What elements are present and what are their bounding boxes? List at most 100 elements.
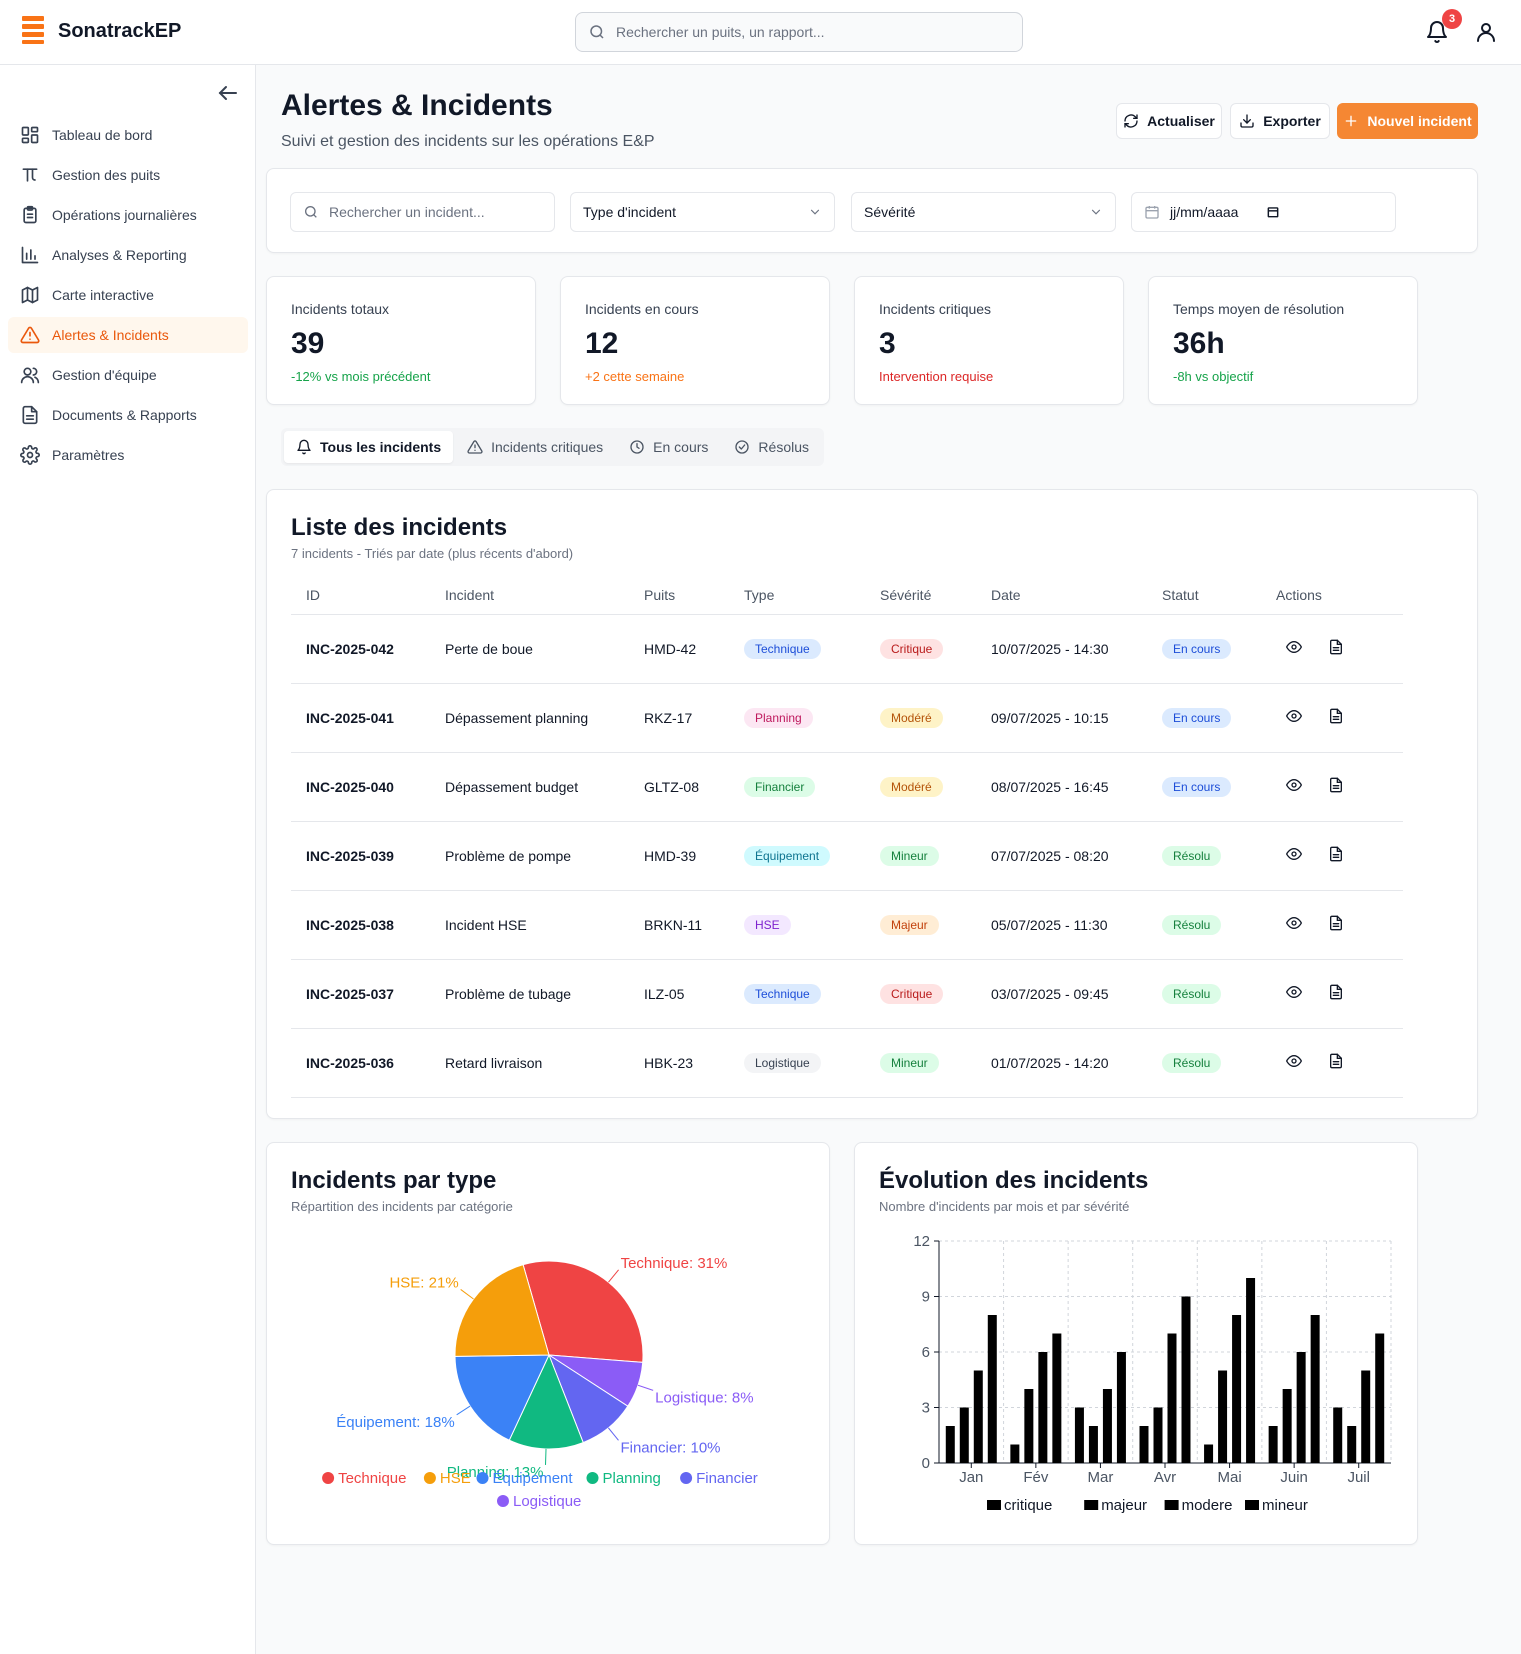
view-eye-icon[interactable] bbox=[1286, 639, 1302, 655]
legend-label: Équipement bbox=[493, 1470, 574, 1487]
report-file-icon[interactable] bbox=[1328, 777, 1344, 793]
refresh-button[interactable]: Actualiser bbox=[1116, 103, 1222, 139]
bar-mineur[interactable] bbox=[1310, 1315, 1320, 1463]
bar-majeur[interactable] bbox=[959, 1407, 969, 1464]
bar-mineur[interactable] bbox=[987, 1315, 997, 1463]
bar-modere[interactable] bbox=[1167, 1333, 1177, 1464]
legend-swatch bbox=[586, 1472, 599, 1484]
report-file-icon[interactable] bbox=[1328, 984, 1344, 1000]
sidebar-item-2[interactable]: Opérations journalières bbox=[8, 197, 248, 233]
bar-modere[interactable] bbox=[1296, 1352, 1306, 1463]
bar-majeur[interactable] bbox=[1218, 1370, 1228, 1464]
calendar-picker-icon[interactable] bbox=[1266, 205, 1280, 219]
bar-modere[interactable] bbox=[1361, 1370, 1371, 1464]
tab-0[interactable]: Tous les incidents bbox=[284, 431, 454, 463]
brand[interactable]: SonatrackEP bbox=[22, 14, 181, 48]
report-file-icon[interactable] bbox=[1328, 639, 1344, 655]
bar-mineur[interactable] bbox=[1375, 1333, 1385, 1464]
column-header[interactable]: Actions bbox=[1261, 576, 1403, 615]
column-header[interactable]: Puits bbox=[629, 576, 729, 615]
view-eye-icon[interactable] bbox=[1286, 846, 1302, 862]
kpi-card: Incidents totaux 39 -12% vs mois précédent bbox=[266, 276, 536, 405]
bar-mineur[interactable] bbox=[1052, 1333, 1062, 1464]
date-field[interactable]: jj/mm/aaaa bbox=[1131, 192, 1396, 232]
global-search-input[interactable] bbox=[616, 24, 996, 40]
incidents-table: ID Incident Puits Type Sévérité Date Statut Act… bbox=[291, 576, 1403, 1098]
bar-majeur[interactable] bbox=[1088, 1426, 1098, 1463]
bar-critique[interactable] bbox=[1333, 1407, 1343, 1464]
severity-select[interactable]: Sévérité bbox=[851, 192, 1116, 232]
view-eye-icon[interactable] bbox=[1286, 1053, 1302, 1069]
sidebar-item-7[interactable]: Documents & Rapports bbox=[8, 397, 248, 433]
view-eye-icon[interactable] bbox=[1286, 777, 1302, 793]
sidebar-item-3[interactable]: Analyses & Reporting bbox=[8, 237, 248, 273]
report-file-icon[interactable] bbox=[1328, 708, 1344, 724]
bar-mineur[interactable] bbox=[1181, 1296, 1191, 1464]
bar-critique[interactable] bbox=[1074, 1407, 1084, 1464]
kpi-card: Temps moyen de résolution 36h -8h vs objec… bbox=[1148, 276, 1418, 405]
pie-slice-Planning[interactable] bbox=[508, 1353, 584, 1450]
bar-majeur[interactable] bbox=[1282, 1389, 1292, 1463]
pie-slice-Technique[interactable] bbox=[522, 1260, 644, 1363]
report-file-icon[interactable] bbox=[1328, 846, 1344, 862]
bar-modere[interactable] bbox=[1038, 1352, 1048, 1463]
pie-slice-label: HSE: 21% bbox=[389, 1274, 458, 1291]
column-header[interactable]: Date bbox=[976, 576, 1147, 615]
bar-critique[interactable] bbox=[1204, 1444, 1214, 1464]
dashboard-icon bbox=[21, 126, 39, 144]
tab-3[interactable]: Résolus bbox=[722, 431, 821, 463]
bar-mineur[interactable] bbox=[1116, 1352, 1126, 1463]
y-tick-label: 0 bbox=[922, 1455, 930, 1472]
sidebar-item-1[interactable]: Gestion des puits bbox=[8, 157, 248, 193]
sidebar-item-5[interactable]: Alertes & Incidents bbox=[8, 317, 248, 353]
bar-majeur[interactable] bbox=[1347, 1426, 1357, 1463]
report-file-icon[interactable] bbox=[1328, 915, 1344, 931]
bar-critique[interactable] bbox=[1268, 1426, 1278, 1463]
collapse-sidebar-icon[interactable] bbox=[216, 81, 240, 105]
kpi-value: 3 bbox=[879, 327, 896, 360]
table-row[interactable]: INC-2025-040 Dépassement budget GLTZ-08 Fin… bbox=[291, 752, 1403, 822]
user-icon[interactable] bbox=[1474, 20, 1498, 44]
global-search[interactable] bbox=[575, 12, 1023, 52]
bar-critique[interactable] bbox=[945, 1426, 955, 1463]
tab-1[interactable]: Incidents critiques bbox=[455, 431, 615, 463]
export-button[interactable]: Exporter bbox=[1230, 103, 1330, 139]
column-header[interactable]: ID bbox=[291, 576, 430, 615]
sidebar-item-0[interactable]: Tableau de bord bbox=[8, 117, 248, 153]
table-row[interactable]: INC-2025-038 Incident HSE BRKN-11 HSE Majeur… bbox=[291, 890, 1403, 960]
bar-critique[interactable] bbox=[1139, 1426, 1149, 1463]
bar-modere[interactable] bbox=[973, 1370, 983, 1464]
download-icon bbox=[1240, 114, 1254, 128]
table-row[interactable]: INC-2025-042 Perte de boue HMD-42 Technique… bbox=[291, 614, 1403, 684]
column-header[interactable]: Sévérité bbox=[865, 576, 976, 615]
table-row[interactable]: INC-2025-039 Problème de pompe HMD-39 Équip… bbox=[291, 821, 1403, 891]
table-row[interactable]: INC-2025-037 Problème de tubage ILZ-05 Tech… bbox=[291, 959, 1403, 1029]
bar-modere[interactable] bbox=[1102, 1389, 1112, 1463]
tab-2[interactable]: En cours bbox=[617, 431, 720, 463]
column-header[interactable]: Incident bbox=[430, 576, 629, 615]
sidebar-item-8[interactable]: Paramètres bbox=[8, 437, 248, 473]
view-eye-icon[interactable] bbox=[1286, 984, 1302, 1000]
new-incident-button[interactable]: Nouvel incident bbox=[1337, 103, 1478, 139]
bar-majeur[interactable] bbox=[1024, 1389, 1034, 1463]
sidebar-item-6[interactable]: Gestion d'équipe bbox=[8, 357, 248, 393]
bar-critique[interactable] bbox=[1010, 1444, 1020, 1464]
table-row[interactable]: INC-2025-036 Retard livraison HBK-23 Logist… bbox=[291, 1028, 1403, 1098]
sidebar-item-4[interactable]: Carte interactive bbox=[8, 277, 248, 313]
severity-value: Sévérité bbox=[864, 204, 916, 220]
incident-date: 01/07/2025 - 14:20 bbox=[976, 1028, 1147, 1098]
report-file-icon[interactable] bbox=[1328, 1053, 1344, 1069]
notification-bell-icon[interactable] bbox=[1425, 20, 1449, 44]
column-header[interactable]: Statut bbox=[1147, 576, 1261, 615]
view-eye-icon[interactable] bbox=[1286, 915, 1302, 931]
column-header[interactable]: Type bbox=[729, 576, 865, 615]
incident-search-field[interactable]: Rechercher un incident... bbox=[290, 192, 555, 232]
kpi-label: Temps moyen de résolution bbox=[1173, 301, 1345, 317]
view-eye-icon[interactable] bbox=[1286, 708, 1302, 724]
bell-icon bbox=[297, 439, 311, 455]
incident-type-select[interactable]: Type d'incident bbox=[570, 192, 835, 232]
bar-modere[interactable] bbox=[1232, 1315, 1242, 1463]
bar-majeur[interactable] bbox=[1153, 1407, 1163, 1464]
bar-mineur[interactable] bbox=[1246, 1278, 1256, 1463]
table-row[interactable]: INC-2025-041 Dépassement planning RKZ-17 Pl… bbox=[291, 683, 1403, 753]
